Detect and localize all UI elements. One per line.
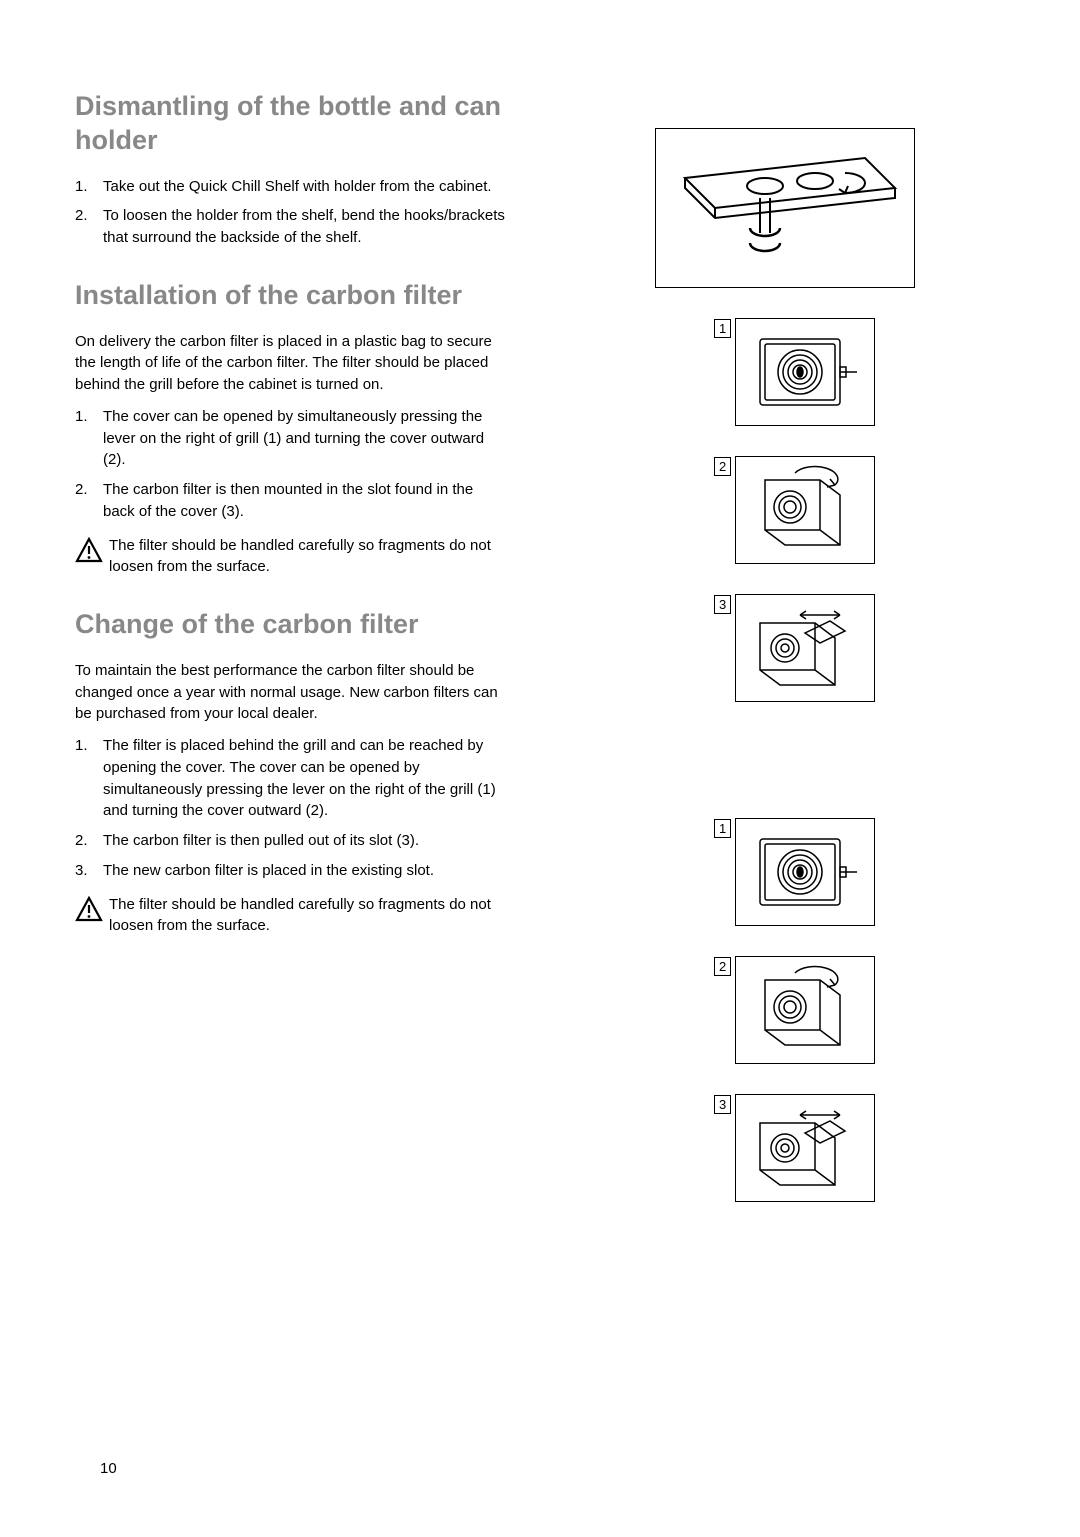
- warning-block: The filter should be handled carefully s…: [75, 535, 505, 579]
- diagram-number: 3: [714, 595, 731, 614]
- diagram-number: 3: [714, 1095, 731, 1114]
- warning-icon: [75, 896, 103, 927]
- list-number: 1.: [75, 176, 88, 198]
- warning-icon: [75, 537, 103, 568]
- heading-dismantling: Dismantling of the bottle and can holder: [75, 90, 505, 158]
- diagram-number: 2: [714, 957, 731, 976]
- list-text: The carbon filter is then mounted in the…: [103, 481, 473, 520]
- warning-block: The filter should be handled carefully s…: [75, 894, 505, 938]
- installation-intro: On delivery the carbon filter is placed …: [75, 331, 505, 396]
- list-number: 2.: [75, 479, 88, 501]
- diagram-install-3: 3: [735, 594, 875, 702]
- diagram-number: 1: [714, 819, 731, 838]
- installation-list: 1. The cover can be opened by simultaneo…: [75, 406, 505, 523]
- list-number: 1.: [75, 406, 88, 428]
- list-item: 1. The filter is placed behind the grill…: [75, 735, 505, 822]
- list-number: 1.: [75, 735, 88, 757]
- diagram-number: 1: [714, 319, 731, 338]
- list-item: 2. To loosen the holder from the shelf, …: [75, 205, 505, 249]
- warning-text: The filter should be handled carefully s…: [109, 535, 505, 579]
- heading-installation: Installation of the carbon filter: [75, 279, 505, 313]
- list-text: The new carbon filter is placed in the e…: [103, 862, 434, 879]
- list-item: 2. The carbon filter is then mounted in …: [75, 479, 505, 523]
- section-installation: Installation of the carbon filter On del…: [75, 279, 505, 578]
- diagram-install-1: 1: [735, 318, 875, 426]
- warning-text: The filter should be handled carefully s…: [109, 894, 505, 938]
- change-list: 1. The filter is placed behind the grill…: [75, 735, 505, 882]
- list-text: Take out the Quick Chill Shelf with hold…: [103, 178, 492, 195]
- heading-change: Change of the carbon filter: [75, 608, 505, 642]
- list-number: 3.: [75, 860, 88, 882]
- list-item: 3. The new carbon filter is placed in th…: [75, 860, 505, 882]
- diagram-change-3: 3: [735, 1094, 875, 1202]
- list-item: 2. The carbon filter is then pulled out …: [75, 830, 505, 852]
- diagram-install-2: 2: [735, 456, 875, 564]
- list-text: The carbon filter is then pulled out of …: [103, 832, 419, 849]
- diagram-change-1: 1: [735, 818, 875, 926]
- change-intro: To maintain the best performance the car…: [75, 660, 505, 725]
- list-number: 2.: [75, 830, 88, 852]
- list-item: 1. Take out the Quick Chill Shelf with h…: [75, 176, 505, 198]
- list-item: 1. The cover can be opened by simultaneo…: [75, 406, 505, 471]
- diagram-change-2: 2: [735, 956, 875, 1064]
- diagram-number: 2: [714, 457, 731, 476]
- list-text: The filter is placed behind the grill an…: [103, 737, 496, 819]
- list-number: 2.: [75, 205, 88, 227]
- list-text: To loosen the holder from the shelf, ben…: [103, 207, 505, 246]
- section-change: Change of the carbon filter To maintain …: [75, 608, 505, 937]
- diagram-shelf: [655, 128, 915, 288]
- list-text: The cover can be opened by simultaneousl…: [103, 408, 484, 469]
- dismantling-list: 1. Take out the Quick Chill Shelf with h…: [75, 176, 505, 249]
- section-dismantling: Dismantling of the bottle and can holder…: [75, 90, 505, 249]
- page-number: 10: [100, 1460, 117, 1477]
